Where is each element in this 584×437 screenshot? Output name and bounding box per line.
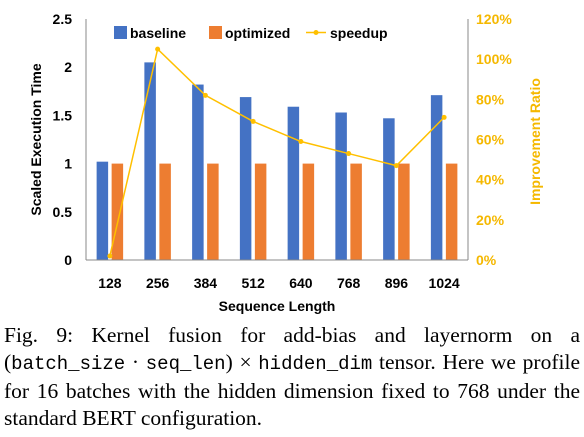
y2-tick-label: 40% bbox=[476, 172, 505, 188]
y2-tick-label: 80% bbox=[476, 91, 505, 107]
caption-text: Fig. 9: Kernel fusion for add-bias and l… bbox=[4, 323, 580, 374]
x-tick-labels: 128 256 384 512 640 768 896 1024 bbox=[98, 275, 460, 291]
speedup-point bbox=[393, 163, 399, 169]
x-tick-label: 512 bbox=[241, 275, 265, 291]
speedup-line bbox=[109, 47, 445, 257]
bar-baseline bbox=[335, 112, 347, 261]
bar-baseline bbox=[287, 106, 300, 260]
speedup-point bbox=[155, 46, 161, 52]
x-tick-label: 896 bbox=[385, 275, 409, 291]
caption-code-batch-size: batch_size bbox=[11, 353, 126, 375]
y-tick-label: 1.5 bbox=[53, 107, 73, 123]
caption-code-hidden-dim: hidden_dim bbox=[258, 353, 373, 375]
y-axis-label: Scaled Execution Time bbox=[28, 63, 44, 215]
legend: baseline optimized speedup bbox=[114, 25, 388, 41]
y2-axis-label: Improvement Ratio bbox=[527, 78, 543, 205]
bar-optimized bbox=[159, 163, 171, 260]
bar-optimized bbox=[350, 163, 362, 260]
speedup-point bbox=[346, 151, 352, 157]
y-tick-label: 0 bbox=[64, 252, 72, 268]
bar-baseline bbox=[430, 95, 443, 260]
y-tick-labels: 0 0.5 1 1.5 2 2.5 bbox=[53, 11, 73, 268]
speedup-point bbox=[250, 118, 256, 124]
y2-tick-label: 60% bbox=[476, 132, 505, 148]
legend-baseline-label: baseline bbox=[130, 25, 186, 41]
y2-tick-label: 120% bbox=[476, 11, 512, 27]
x-axis-label: Sequence Length bbox=[219, 298, 336, 314]
caption-code-seq-len: seq_len bbox=[145, 353, 226, 375]
y2-tick-labels: 0% 20% 40% 60% 80% 100% 120% bbox=[476, 11, 512, 268]
legend-speedup-label: speedup bbox=[330, 25, 388, 41]
speedup-point bbox=[202, 92, 208, 98]
x-tick-label: 384 bbox=[194, 275, 218, 291]
y-tick-label: 0.5 bbox=[53, 204, 73, 220]
bar-baseline bbox=[96, 161, 109, 260]
speedup-point bbox=[298, 139, 304, 145]
y2-tick-label: 100% bbox=[476, 51, 512, 67]
x-tick-label: 128 bbox=[98, 275, 122, 291]
x-tick-label: 768 bbox=[337, 275, 361, 291]
y-tick-label: 1 bbox=[64, 156, 72, 172]
speedup-point bbox=[441, 114, 447, 120]
speedup-line-group bbox=[107, 46, 447, 259]
figure-caption: Fig. 9: Kernel fusion for add-bias and l… bbox=[4, 322, 580, 432]
bar-baseline bbox=[383, 118, 395, 261]
legend-speedup-marker bbox=[313, 30, 319, 35]
bar-optimized bbox=[445, 163, 458, 260]
y2-tick-label: 0% bbox=[476, 252, 497, 268]
caption-text: tensor. Here we profile for 16 batches w… bbox=[4, 350, 580, 430]
x-tick-label: 640 bbox=[289, 275, 313, 291]
caption-text: ) × bbox=[225, 350, 259, 374]
bar-baseline bbox=[192, 84, 204, 260]
legend-optimized-label: optimized bbox=[225, 25, 290, 41]
x-tick-label: 1024 bbox=[429, 275, 460, 291]
y-tick-label: 2 bbox=[64, 59, 72, 75]
x-tick-label: 256 bbox=[146, 275, 170, 291]
bar-baseline bbox=[239, 97, 252, 260]
y-tick-label: 2.5 bbox=[53, 11, 73, 27]
bar-optimized bbox=[111, 163, 124, 260]
caption-text: · bbox=[125, 350, 146, 374]
bar-optimized bbox=[302, 163, 315, 260]
bar-optimized bbox=[254, 163, 267, 260]
bar-baseline bbox=[144, 62, 156, 260]
legend-optimized-swatch bbox=[209, 26, 222, 39]
bar-group bbox=[96, 62, 458, 261]
y2-tick-label: 20% bbox=[476, 212, 505, 228]
legend-baseline-swatch bbox=[114, 26, 127, 39]
bar-optimized bbox=[207, 163, 219, 260]
chart: 0 0.5 1 1.5 2 2.5 0% 20% 40% 60% 80% 100% 120% 128 2… bbox=[28, 11, 543, 314]
bar-optimized bbox=[398, 163, 410, 260]
speedup-point bbox=[107, 253, 113, 259]
